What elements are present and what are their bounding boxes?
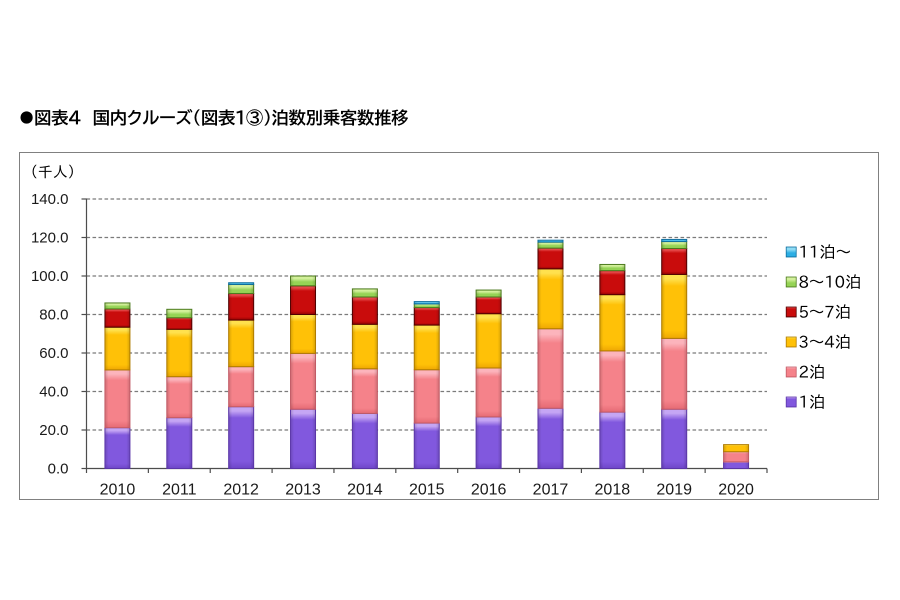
svg-text:60.0: 60.0 <box>39 345 68 362</box>
svg-text:2012: 2012 <box>223 482 259 499</box>
svg-text:100.0: 100.0 <box>31 268 69 285</box>
svg-text:2020: 2020 <box>718 482 754 499</box>
svg-text:2013: 2013 <box>285 482 321 499</box>
svg-text:140.0: 140.0 <box>31 191 69 208</box>
svg-text:2016: 2016 <box>471 482 507 499</box>
svg-text:80.0: 80.0 <box>39 307 68 324</box>
svg-text:2015: 2015 <box>409 482 445 499</box>
svg-text:40.0: 40.0 <box>39 384 68 401</box>
svg-text:2018: 2018 <box>595 482 631 499</box>
svg-text:2014: 2014 <box>347 482 383 499</box>
svg-text:2017: 2017 <box>533 482 569 499</box>
svg-text:120.0: 120.0 <box>31 230 69 247</box>
svg-text:2019: 2019 <box>656 482 692 499</box>
svg-text:0.0: 0.0 <box>48 461 69 478</box>
svg-text:2010: 2010 <box>100 482 136 499</box>
svg-text:20.0: 20.0 <box>39 422 68 439</box>
svg-text:2011: 2011 <box>162 482 197 499</box>
